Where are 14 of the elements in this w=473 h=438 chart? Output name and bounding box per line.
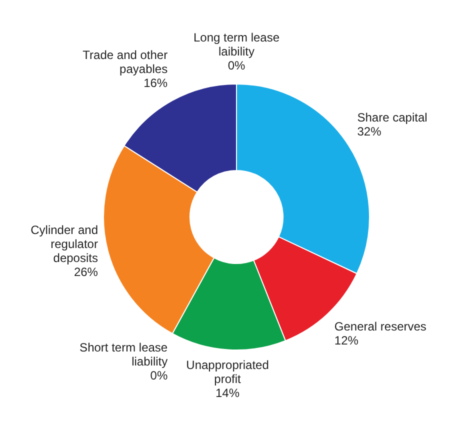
- category-label: Short term lease liability: [80, 340, 168, 369]
- data-label: 26%: [74, 264, 98, 279]
- data-label: 12%: [334, 334, 359, 348]
- slice-label: Cylinder and regulator deposits: [30, 222, 98, 265]
- slice-label: Unappropriated profit: [186, 358, 269, 386]
- data-label: 32%: [357, 124, 382, 139]
- slice-label: Trade and other payables: [82, 48, 168, 76]
- text: 0%: [150, 368, 168, 383]
- data-label: 16%: [144, 76, 168, 90]
- text: 0%: [228, 58, 246, 72]
- slice-label: General reserves: [334, 320, 426, 334]
- category-label: Long term lease laibility: [193, 30, 280, 58]
- slice-label: Share capital: [357, 110, 428, 125]
- data-label: 14%: [216, 386, 240, 400]
